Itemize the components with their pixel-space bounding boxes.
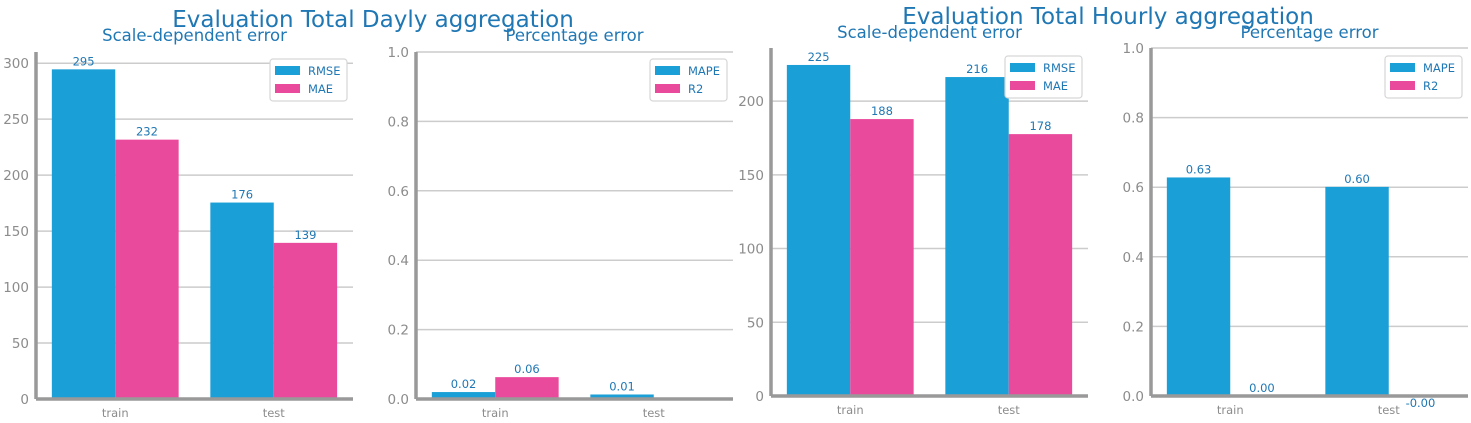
data-label: 0.06 — [514, 362, 540, 376]
bar-mape-test — [1325, 187, 1388, 396]
subplot-1: 0 50 100 150 200 250 300 295 232 train 176 139 test S… — [3, 26, 353, 419]
y-tick-label: 0.2 — [388, 323, 409, 339]
legend-entry: RMSE — [1043, 61, 1075, 75]
legend-entry: RMSE — [308, 64, 340, 78]
bar-mae-test — [1009, 134, 1072, 396]
legend-entry: MAPE — [1423, 61, 1455, 75]
legend-entry: R2 — [688, 82, 703, 96]
bar-r2-train — [495, 377, 558, 399]
y-tick-label: 50 — [747, 315, 764, 331]
data-label: 0.00 — [1249, 381, 1275, 395]
y-tick-label: 0.8 — [388, 114, 409, 130]
subplot-4: 0.0 0.2 0.4 0.6 0.8 1.0 0.63 0.00 train 0.60 -0.00… — [1123, 23, 1468, 417]
y-tick-label: 300 — [3, 56, 29, 72]
bar-rmse-train — [787, 65, 850, 396]
subplot-3: 0 50 100 150 200 225 188 train 216 178 test Scale-d… — [738, 23, 1088, 417]
data-label: 176 — [231, 188, 253, 202]
data-label: 139 — [294, 228, 316, 242]
bar-mape-train — [1167, 177, 1230, 396]
legend-swatch — [1010, 63, 1035, 72]
subplot-2: 0.0 0.2 0.4 0.6 0.8 1.0 0.02 0.06 train 0.01 test P… — [388, 26, 733, 419]
bar-rmse-test — [210, 203, 273, 399]
x-tick-label: test — [263, 406, 286, 419]
legend-entry: MAE — [308, 82, 333, 96]
x-tick-label: train — [837, 403, 864, 417]
legend-entry: MAPE — [688, 64, 720, 78]
y-tick-label: 0.4 — [388, 253, 409, 269]
x-tick-label: train — [1217, 403, 1244, 417]
x-tick-label: test — [1378, 403, 1401, 417]
y-tick-label: 150 — [738, 168, 764, 184]
subplot-title: Percentage error — [505, 26, 643, 45]
legend-swatch — [655, 84, 680, 93]
legend-swatch — [275, 66, 300, 75]
y-tick-label: 0.6 — [388, 184, 409, 200]
x-tick-label: train — [102, 406, 129, 419]
bar-rmse-train — [52, 69, 115, 399]
bar-rmse-test — [945, 77, 1008, 396]
y-tick-label: 200 — [738, 94, 764, 110]
x-tick-label: test — [998, 403, 1021, 417]
y-tick-label: 200 — [3, 168, 29, 184]
data-label: 178 — [1029, 119, 1051, 133]
y-tick-label: 0.2 — [1123, 319, 1144, 335]
subplots: 0 50 100 150 200 250 300 295 232 train 176 139 test S… — [3, 23, 1468, 419]
data-label: 0.02 — [451, 377, 477, 391]
legend-entry: MAE — [1043, 79, 1068, 93]
legend-swatch — [1390, 63, 1415, 72]
legend: RMSE MAE — [1005, 56, 1082, 98]
legend-swatch — [1390, 81, 1415, 90]
y-tick-label: 0.0 — [1123, 389, 1144, 405]
data-label: 0.01 — [609, 379, 635, 393]
legend-swatch — [655, 66, 680, 75]
y-tick-label: 100 — [738, 242, 764, 258]
data-label: 0.60 — [1344, 172, 1370, 186]
subplot-title: Percentage error — [1240, 23, 1378, 42]
data-label: -0.00 — [1406, 396, 1436, 410]
y-tick-label: 250 — [3, 112, 29, 128]
y-tick-label: 1.0 — [388, 45, 409, 61]
y-tick-label: 0 — [20, 392, 29, 408]
legend: MAPE R2 — [1385, 56, 1462, 98]
y-tick-label: 1.0 — [1123, 41, 1144, 57]
x-tick-label: test — [643, 406, 666, 419]
subplot-title: Scale-dependent error — [102, 26, 287, 45]
y-tick-label: 0.8 — [1123, 111, 1144, 127]
legend: MAPE R2 — [650, 59, 727, 101]
legend-swatch — [1010, 81, 1035, 90]
legend-entry: R2 — [1423, 79, 1438, 93]
bar-mae-test — [274, 243, 337, 399]
y-tick-label: 150 — [3, 224, 29, 240]
y-tick-label: 100 — [3, 280, 29, 296]
y-tick-label: 50 — [12, 336, 29, 352]
y-tick-label: 0.6 — [1123, 180, 1144, 196]
data-label: 232 — [136, 125, 158, 139]
subplot-title: Scale-dependent error — [837, 23, 1022, 42]
bar-mae-train — [115, 140, 178, 399]
y-tick-label: 0.4 — [1123, 250, 1144, 266]
data-label: 188 — [871, 104, 893, 118]
data-label: 0.63 — [1186, 162, 1212, 176]
y-tick-label: 0 — [755, 389, 764, 405]
bar-mae-train — [850, 119, 913, 396]
data-label: 216 — [966, 62, 988, 76]
y-tick-label: 0.0 — [388, 392, 409, 408]
legend: RMSE MAE — [270, 59, 347, 101]
data-label: 295 — [73, 54, 95, 68]
data-label: 225 — [808, 50, 830, 64]
legend-swatch — [275, 84, 300, 93]
x-tick-label: train — [482, 406, 509, 419]
